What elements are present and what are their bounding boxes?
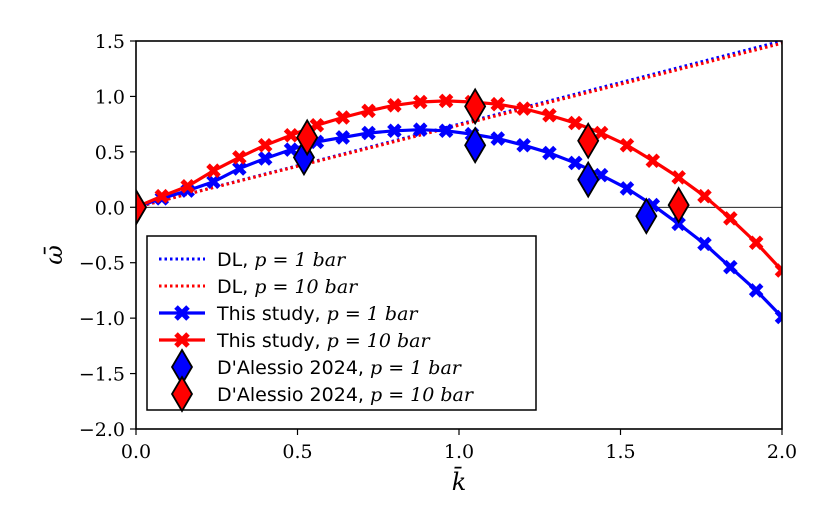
x-marker <box>174 332 190 348</box>
diamond-marker <box>136 188 148 227</box>
x-marker <box>257 151 273 166</box>
diamond-marker <box>464 87 487 126</box>
x-marker <box>206 163 221 178</box>
legend-entry: D'Alessio 2024, p = 10 bar <box>217 384 475 406</box>
x-marker <box>387 98 402 113</box>
x-marker <box>232 161 247 176</box>
x-marker <box>542 108 557 123</box>
y-tick-label: −0.5 <box>79 253 125 275</box>
legend-entry-suffix: p = 1 bar <box>370 357 463 379</box>
diamond-marker <box>170 375 194 413</box>
legend-entry-prefix: DL, <box>217 276 254 298</box>
ticks-layer: 0.0 0.5 1.0 1.5 2.0 −2.0 −1.5 −1.0 −0.5 0.0 0.5 1.0… <box>79 31 797 463</box>
series-4 <box>136 126 658 235</box>
diamond-marker <box>577 121 600 160</box>
x-marker <box>174 305 190 321</box>
x-marker <box>154 188 170 204</box>
y-tick-label: −1.0 <box>79 308 125 330</box>
x-marker <box>619 137 635 153</box>
y-tick-label: 0.0 <box>95 197 125 219</box>
x-marker <box>232 150 247 165</box>
legend-entry: This study, p = 10 bar <box>216 330 432 352</box>
x-marker <box>206 174 221 190</box>
legend-entry-suffix: p = 1 bar <box>327 303 420 325</box>
diamond-marker <box>296 118 319 157</box>
x-marker <box>412 94 428 110</box>
x-tick-label: 1.5 <box>605 441 635 463</box>
x-marker <box>335 110 350 125</box>
legend-entry: D'Alessio 2024, p = 1 bar <box>217 357 463 379</box>
y-tick-label: 1.0 <box>95 86 125 108</box>
x-marker <box>697 188 712 204</box>
diamond-marker <box>577 160 600 199</box>
legend-handle <box>170 375 194 413</box>
legend-entry: This study, p = 1 bar <box>216 303 419 325</box>
series-5 <box>136 87 690 227</box>
x-marker <box>387 123 402 139</box>
x-marker <box>490 96 506 112</box>
x-marker <box>438 93 454 109</box>
x-marker <box>361 103 376 119</box>
series-1 <box>136 41 782 209</box>
x-marker <box>723 259 738 275</box>
legend-handle <box>159 332 205 348</box>
x-marker <box>671 216 686 232</box>
x-marker <box>516 137 531 153</box>
legend-entry-suffix: p = 1 bar <box>254 249 347 271</box>
x-marker <box>748 283 764 298</box>
x-marker <box>542 145 557 161</box>
legend-entry-prefix: D'Alessio 2024, <box>217 357 370 379</box>
x-marker <box>619 181 635 196</box>
x-marker <box>283 142 299 157</box>
x-marker <box>490 131 506 146</box>
x-marker <box>335 130 350 145</box>
legend-entry-suffix: p = 10 bar <box>327 330 432 352</box>
diamond-marker <box>667 186 690 224</box>
series-3 <box>136 93 782 278</box>
y-tick-label: −2.0 <box>79 419 125 441</box>
x-marker <box>257 137 273 153</box>
legend-handle <box>159 305 205 321</box>
x-marker <box>412 122 428 137</box>
legend-entry-suffix: p = 10 bar <box>254 276 359 298</box>
y-tick-label: −1.5 <box>79 364 125 386</box>
legend-entry-suffix: p = 10 bar <box>370 384 475 406</box>
diamond-marker <box>635 197 658 235</box>
x-marker <box>671 170 686 185</box>
y-axis-label: ω̄ <box>40 245 68 265</box>
x-marker <box>774 263 782 278</box>
x-marker <box>593 125 609 141</box>
x-marker <box>438 123 454 139</box>
x-marker <box>723 211 738 226</box>
y-tick-label: 1.5 <box>95 31 125 53</box>
x-marker <box>361 125 376 141</box>
legend-entry-prefix: This study, <box>216 303 327 325</box>
x-tick-label: 0.0 <box>121 441 151 463</box>
dl-line <box>136 41 782 209</box>
x-marker <box>568 155 583 171</box>
x-axis-label: k̄ <box>452 467 467 496</box>
diamond-marker <box>464 126 487 164</box>
x-marker <box>568 115 583 131</box>
legend-entry: DL, p = 10 bar <box>217 276 359 298</box>
series-layer <box>136 41 782 325</box>
x-marker <box>748 235 764 251</box>
x-marker <box>516 101 531 116</box>
legend-entry-prefix: This study, <box>216 330 327 352</box>
legend-entry-prefix: D'Alessio 2024, <box>217 384 370 406</box>
legend-entry-prefix: DL, <box>217 249 254 271</box>
x-tick-label: 0.5 <box>282 441 312 463</box>
x-tick-label: 2.0 <box>767 441 797 463</box>
x-marker <box>774 309 782 325</box>
x-marker <box>697 236 712 252</box>
x-marker <box>180 178 195 194</box>
y-tick-label: 0.5 <box>95 142 125 164</box>
x-marker <box>283 127 299 143</box>
x-tick-label: 1.0 <box>444 441 474 463</box>
x-marker <box>645 153 661 168</box>
legend-entry: DL, p = 1 bar <box>217 249 347 271</box>
legend-box <box>146 235 537 411</box>
